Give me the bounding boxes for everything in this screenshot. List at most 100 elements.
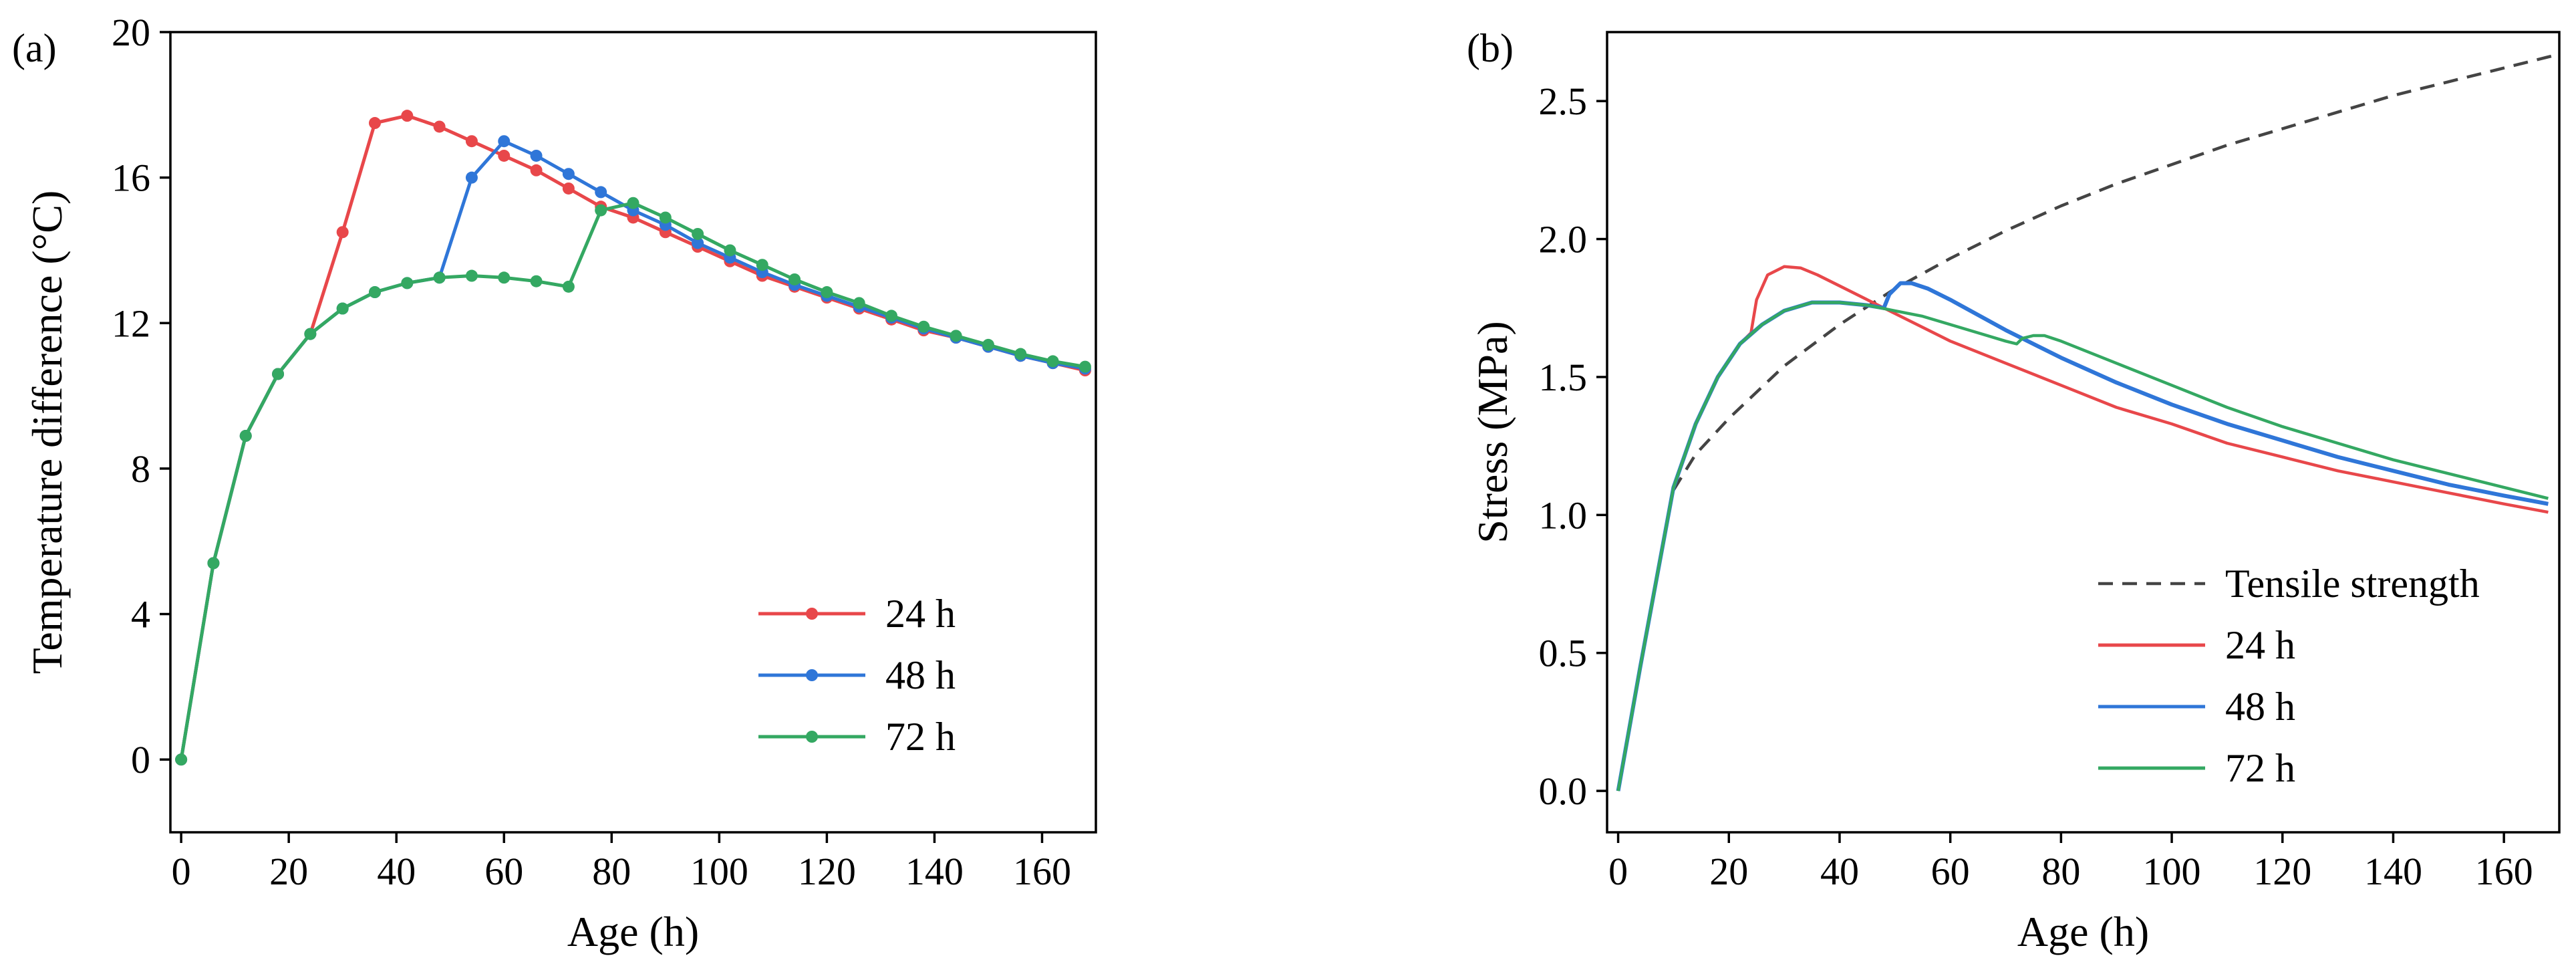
legend: Tensile strength 24 h 48 h 72 h [2098, 562, 2480, 790]
data-point [789, 273, 801, 285]
x-tick-label: 80 [2041, 850, 2080, 893]
data-point [336, 302, 349, 315]
data-point [530, 275, 543, 287]
data-point [692, 237, 704, 249]
data-point [336, 226, 349, 239]
data-point [465, 269, 478, 282]
series-line-24-h [1616, 265, 2549, 792]
legend-label: 48 h [2225, 685, 2295, 729]
x-tick-label: 120 [798, 850, 856, 893]
data-point [498, 271, 511, 284]
x-tick-label: 80 [592, 850, 631, 893]
plot-frame [1606, 31, 2561, 834]
x-tick-label: 0 [1608, 850, 1628, 893]
legend-label: Tensile strength [2225, 562, 2480, 606]
x-tick-label: 100 [690, 850, 748, 893]
y-tick-label: 2.5 [1539, 80, 1588, 123]
data-point [272, 368, 285, 380]
y-tick-label: 1.0 [1539, 493, 1588, 537]
data-point [401, 110, 414, 122]
panel-label: (b) [1467, 26, 1514, 70]
data-point [207, 557, 220, 570]
series-group [175, 110, 1091, 766]
legend-label: 72 h [885, 715, 956, 759]
panel-a-temperature-difference: (a) 0 20 40 60 80 100 120 140 160 0 4 8 12 16 20 Age (h)… [12, 11, 1097, 955]
y-axis-label: Stress (MPa) [1469, 321, 1516, 543]
y-tick-label: 4 [131, 593, 150, 636]
y-tick-label: 1.5 [1539, 356, 1588, 399]
legend-label: 24 h [2225, 623, 2295, 667]
data-point [627, 197, 639, 209]
x-tick-label: 40 [1820, 850, 1859, 893]
panel-label: (a) [12, 26, 57, 70]
data-point [692, 227, 704, 240]
y-tick-label: 0.5 [1539, 632, 1588, 675]
data-point [950, 330, 962, 342]
data-point [1014, 348, 1027, 360]
x-tick-label: 100 [2143, 850, 2201, 893]
series-line-tensile-strength [1672, 52, 2559, 491]
data-point [724, 244, 736, 257]
data-point [304, 328, 317, 340]
x-tick-label: 140 [2364, 850, 2422, 893]
data-point [821, 286, 833, 299]
x-axis-label: Age (h) [567, 908, 699, 955]
data-point [595, 186, 607, 199]
data-point [595, 204, 607, 217]
panel-b-stress: (b) 0 20 40 60 80 100 120 140 160 0.0 0.5 1.0 1.5 2.0 2… [1467, 26, 2561, 955]
legend-label: 48 h [885, 653, 956, 697]
data-point [562, 168, 575, 180]
series-line-72-h [1616, 301, 2549, 792]
data-point [530, 164, 543, 176]
data-point [756, 259, 768, 271]
data-point [498, 135, 511, 148]
x-tick-label: 160 [2475, 850, 2533, 893]
plot-frame [169, 31, 1097, 834]
data-point [401, 277, 414, 289]
data-point [465, 171, 478, 184]
x-tick-label: 160 [1013, 850, 1071, 893]
data-point [498, 149, 511, 162]
data-point [175, 753, 188, 766]
x-axis-label: Age (h) [2017, 908, 2149, 955]
x-tick-label: 60 [484, 850, 523, 893]
data-point [465, 135, 478, 148]
legend-label: 72 h [2225, 746, 2295, 790]
y-tick-label: 2.0 [1539, 218, 1588, 261]
y-axis-label: Temperature difference (°C) [23, 191, 71, 675]
x-tick-label: 20 [1709, 850, 1748, 893]
data-point [659, 211, 672, 224]
data-point [917, 320, 930, 333]
data-point [562, 280, 575, 293]
data-point [239, 429, 252, 442]
y-tick-label: 20 [112, 11, 150, 54]
data-point [1046, 355, 1059, 368]
y-tick-label: 8 [131, 447, 150, 491]
x-tick-label: 120 [2253, 850, 2311, 893]
legend-swatch-marker [806, 731, 818, 743]
y-tick-label: 16 [112, 156, 150, 200]
x-tick-label: 140 [905, 850, 964, 893]
legend: 24 h 48 h 72 h [758, 592, 956, 759]
x-tick-label: 60 [1931, 850, 1970, 893]
legend-label: 24 h [885, 592, 956, 636]
legend-swatch-marker [806, 608, 818, 620]
y-tick-label: 0 [131, 738, 150, 781]
x-tick-label: 40 [377, 850, 416, 893]
x-tick-label: 20 [269, 850, 308, 893]
series-group [1616, 52, 2559, 792]
data-point [433, 120, 446, 133]
data-point [885, 310, 898, 322]
data-point [368, 286, 381, 299]
data-point [1079, 360, 1091, 373]
x-tick-label: 0 [172, 850, 191, 893]
data-point [368, 117, 381, 130]
legend-swatch-marker [806, 669, 818, 681]
y-tick-label: 0.0 [1539, 769, 1588, 813]
y-tick-label: 12 [112, 301, 150, 345]
data-point [530, 149, 543, 162]
data-point [853, 297, 865, 310]
data-point [433, 271, 446, 284]
data-point [982, 338, 994, 351]
